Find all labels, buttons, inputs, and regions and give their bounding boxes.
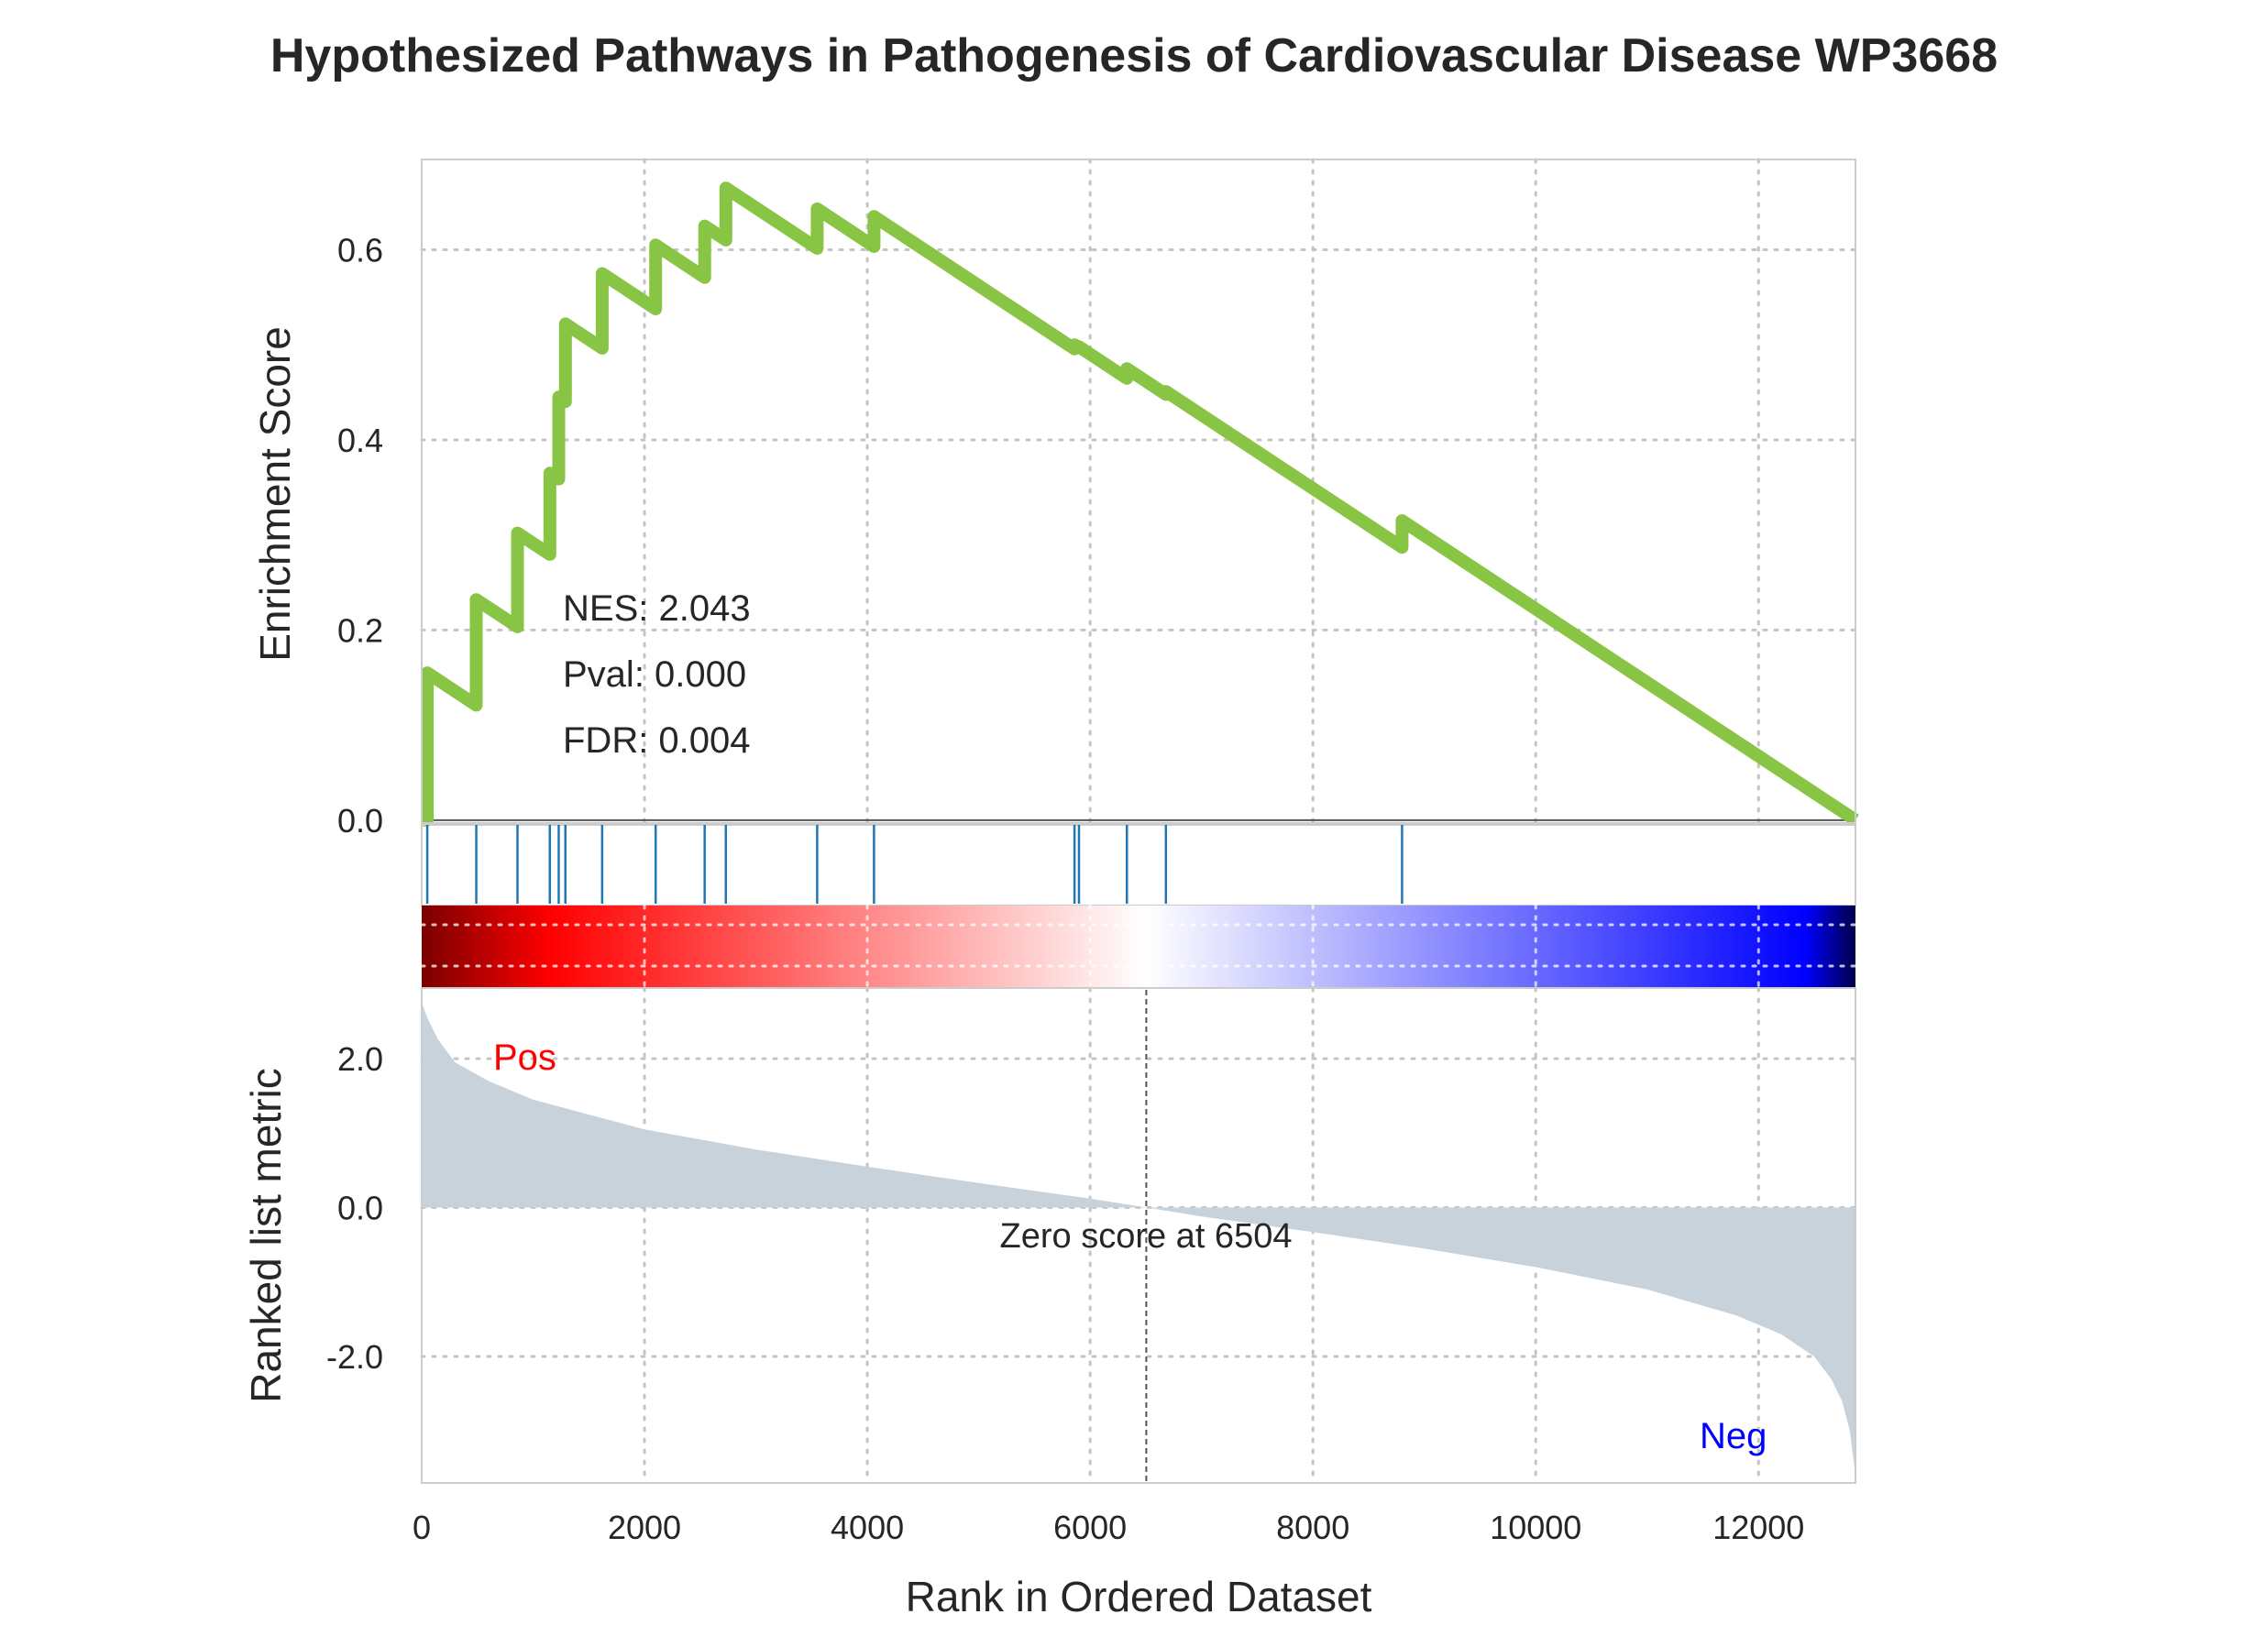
- neg-label: Neg: [1700, 1416, 1767, 1456]
- gene-hit-marks: [425, 825, 1404, 904]
- ranked-y-tick-label: -2.0: [326, 1338, 383, 1376]
- x-tick-label: 0: [413, 1509, 431, 1546]
- zero-score-label: Zero score at 6504: [1000, 1217, 1293, 1256]
- enrichment-score-line: [421, 181, 1859, 827]
- enrichment-panel: 0.0 0.2 0.4 0.6 NES: 2.043 Pval: 0.000 FDR:…: [251, 158, 1859, 840]
- enrichment-y-tick-label: 0.0: [337, 802, 383, 840]
- chart-title: Hypothesized Pathways in Pathogenesis of…: [270, 29, 1998, 82]
- x-tick-label: 6000: [1053, 1509, 1127, 1546]
- hits-frame: [421, 822, 1856, 906]
- ranked-y-tick-label: 0.0: [337, 1190, 383, 1227]
- colorbar-grid: [420, 904, 1857, 990]
- ranked-metric-panel: 2.0 0.0 -2.0 Pos Neg Zero score at 6504 Ra…: [242, 986, 1857, 1485]
- enrichment-frame: [421, 159, 1856, 826]
- x-tick-label: 8000: [1276, 1509, 1349, 1546]
- x-tick-label: 2000: [608, 1509, 681, 1546]
- x-tick-label: 10000: [1490, 1509, 1581, 1546]
- x-axis-ticks: 0 2000 4000 6000 8000 10000 12000: [413, 1509, 1804, 1546]
- enrichment-y-label: Enrichment Score: [251, 326, 299, 662]
- enrichment-y-tick-label: 0.6: [337, 232, 383, 269]
- ranked-y-ticks: 2.0 0.0 -2.0: [326, 1040, 383, 1376]
- colorbar-gradient: [422, 906, 1855, 988]
- pval-label: Pval: 0.000: [563, 654, 746, 695]
- nes-label: NES: 2.043: [563, 588, 751, 629]
- pos-label: Pos: [493, 1038, 556, 1078]
- ranked-y-label: Ranked list metric: [242, 1068, 290, 1403]
- fdr-label: FDR: 0.004: [563, 720, 751, 761]
- hits-panel: [421, 822, 1856, 906]
- rank-colorbar: [420, 904, 1857, 990]
- ranked-grid: [420, 986, 1857, 1485]
- enrichment-y-tick-label: 0.2: [337, 611, 383, 649]
- ranked-frame: [421, 987, 1856, 1484]
- ranked-y-tick-label: 2.0: [337, 1040, 383, 1078]
- ranked-metric-area: [422, 1003, 1855, 1476]
- x-tick-label: 4000: [831, 1509, 904, 1546]
- x-axis-label: Rank in Ordered Dataset: [906, 1573, 1372, 1620]
- enrichment-y-ticks: 0.0 0.2 0.4 0.6: [337, 232, 383, 840]
- enrichment-y-tick-label: 0.4: [337, 422, 383, 459]
- x-tick-label: 12000: [1712, 1509, 1804, 1546]
